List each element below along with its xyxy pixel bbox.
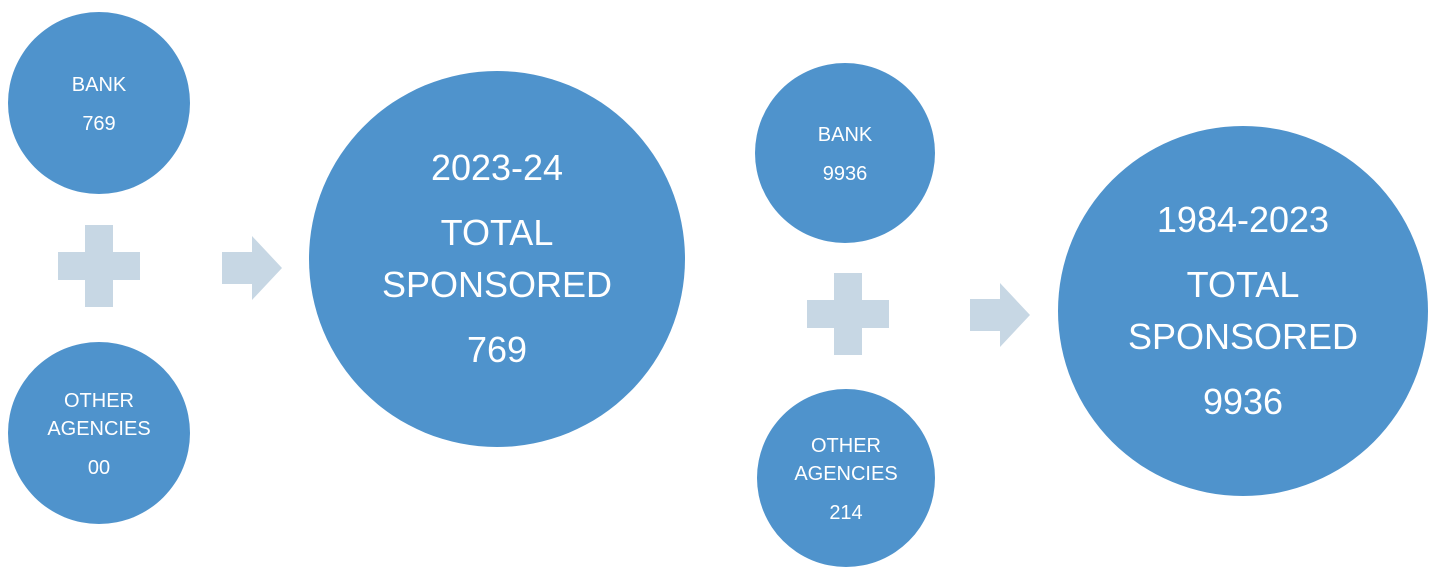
arrow-icon [970,283,1030,347]
bank-label: BANK [817,123,873,146]
other-agencies-circle: OTHER AGENCIES 214 [757,389,935,567]
total-label: TOTAL SPONSORED [1127,263,1359,357]
other-agencies-value: 00 [87,456,111,479]
total-period: 1984-2023 [1156,198,1330,240]
bank-value: 9936 [822,162,868,185]
plus-icon [58,225,140,307]
bank-circle: BANK 9936 [755,63,935,243]
total-label: TOTAL SPONSORED [381,211,613,305]
total-value: 9936 [1202,381,1284,423]
arrow-icon [222,236,282,300]
other-agencies-label: OTHER AGENCIES [794,434,898,485]
total-value: 769 [466,329,528,371]
plus-icon [807,273,889,355]
other-agencies-circle: OTHER AGENCIES 00 [8,342,190,524]
bank-value: 769 [82,112,116,135]
other-agencies-value: 214 [829,501,863,524]
bank-circle: BANK 769 [8,12,190,194]
other-agencies-label: OTHER AGENCIES [47,389,151,440]
total-circle: 1984-2023 TOTAL SPONSORED 9936 [1058,126,1428,496]
bank-label: BANK [71,73,127,96]
total-circle: 2023-24 TOTAL SPONSORED 769 [309,71,685,447]
total-period: 2023-24 [430,146,564,188]
